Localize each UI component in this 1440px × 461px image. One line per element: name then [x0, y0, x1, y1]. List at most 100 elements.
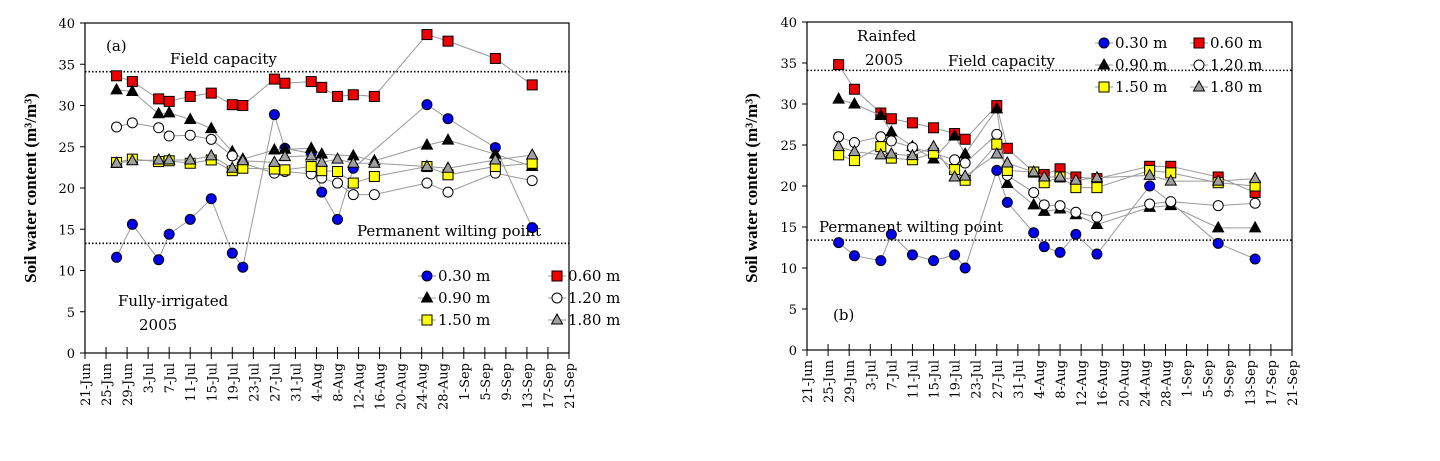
panel-a: Soil water content (m³/m³) (a) Field cap… — [21, 17, 620, 410]
x-tick-label: 23-Jul — [970, 360, 985, 399]
data-point — [368, 156, 381, 168]
data-point — [885, 146, 898, 159]
data-point — [949, 154, 961, 166]
data-point — [152, 106, 165, 119]
x-tick-label: 20-Aug — [395, 363, 410, 410]
data-point — [1027, 197, 1041, 210]
data-point — [1090, 170, 1104, 183]
data-point — [1001, 142, 1013, 154]
data-point — [1144, 180, 1156, 192]
x-tick-label: 17-Sep — [542, 363, 557, 409]
data-point — [526, 157, 538, 169]
series-150m — [833, 138, 1261, 194]
data-point — [1248, 220, 1262, 233]
data-point — [126, 84, 139, 96]
y-tick-label: 25 — [58, 141, 75, 156]
data-point — [153, 122, 165, 134]
data-point — [928, 255, 940, 267]
data-point — [948, 169, 961, 182]
data-point — [184, 213, 196, 225]
data-point — [991, 164, 1003, 176]
x-tick-label: 7-Jul — [885, 360, 900, 390]
data-point — [268, 73, 280, 85]
data-point — [1037, 204, 1051, 216]
data-point — [184, 90, 196, 102]
treatment-year: 2005 — [865, 51, 903, 69]
data-point — [1164, 174, 1178, 186]
data-point — [848, 155, 860, 167]
legend-marker — [1098, 81, 1110, 93]
data-point — [441, 161, 455, 173]
x-tick-label: 8-Aug — [1054, 360, 1069, 399]
data-point — [1038, 241, 1050, 253]
legend: 0.30 m 0.60 m 0.90 m 1.20 m 1.50 m 1.80 m — [418, 267, 620, 329]
legend-label: 1.20 m — [1210, 56, 1262, 74]
treatment-label: Rainfed — [857, 27, 916, 45]
data-point — [304, 148, 318, 161]
data-point — [163, 95, 175, 107]
data-point — [111, 251, 123, 263]
x-tick-label: 19-Jul — [949, 360, 964, 399]
data-point — [205, 87, 217, 99]
data-point — [1144, 198, 1156, 210]
data-point — [237, 100, 249, 111]
data-point — [305, 76, 317, 88]
data-point — [832, 139, 845, 152]
data-point — [153, 93, 165, 105]
data-point — [204, 121, 218, 134]
legend-label: 0.30 m — [1115, 34, 1167, 52]
data-point — [1070, 206, 1082, 218]
data-point — [315, 155, 329, 167]
data-point — [237, 261, 249, 273]
treatment-label: Fully-irrigated — [118, 292, 229, 310]
data-point — [489, 52, 501, 64]
x-tick-label: 15-Jul — [928, 360, 943, 399]
panel-label: (a) — [106, 37, 127, 55]
data-point — [421, 29, 433, 41]
data-point — [525, 147, 539, 160]
x-tick-label: 11-Jul — [906, 360, 921, 399]
data-point — [347, 89, 359, 101]
x-tick-label: 4-Aug — [1033, 360, 1048, 399]
data-point — [1054, 246, 1066, 258]
reference-label-field-capacity: Field capacity — [170, 50, 277, 68]
y-tick-label: 40 — [58, 17, 75, 32]
legend-label: 1.80 m — [1210, 78, 1262, 96]
reference-label-wilting-point: Permanent wilting point — [819, 218, 1003, 236]
data-point — [833, 149, 845, 161]
data-point — [278, 149, 292, 162]
y-tick-label: 30 — [58, 100, 75, 115]
x-tick-label: 9-Sep — [1223, 360, 1238, 398]
data-point — [832, 92, 845, 104]
data-point — [205, 133, 217, 145]
data-point — [875, 255, 887, 267]
data-point — [163, 228, 175, 240]
data-point — [1090, 217, 1104, 230]
legend-marker — [1193, 37, 1205, 49]
data-point — [268, 109, 280, 121]
legend-marker — [1193, 59, 1205, 71]
x-tick-label: 7-Jul — [163, 363, 178, 393]
data-point — [442, 186, 454, 198]
data-point — [162, 152, 176, 165]
legend-marker — [551, 270, 563, 282]
x-tick-label: 23-Jul — [247, 363, 262, 402]
data-point — [225, 161, 239, 173]
data-point — [1000, 176, 1014, 189]
legend-label: 1.50 m — [1115, 78, 1167, 96]
x-tick-label: 4-Aug — [310, 363, 325, 402]
data-point — [1054, 200, 1066, 212]
data-point — [526, 222, 538, 234]
x-tick-label: 27-Jul — [991, 360, 1006, 399]
x-tick-label: 13-Sep — [521, 363, 536, 409]
data-point — [420, 159, 434, 172]
data-point — [346, 156, 360, 168]
data-point — [1000, 156, 1014, 168]
data-point — [906, 148, 919, 161]
data-point — [184, 129, 196, 141]
legend-label: 1.80 m — [568, 311, 620, 329]
data-point — [368, 189, 380, 201]
x-tick-label: 21-Sep — [563, 363, 578, 409]
data-point — [1091, 211, 1103, 223]
